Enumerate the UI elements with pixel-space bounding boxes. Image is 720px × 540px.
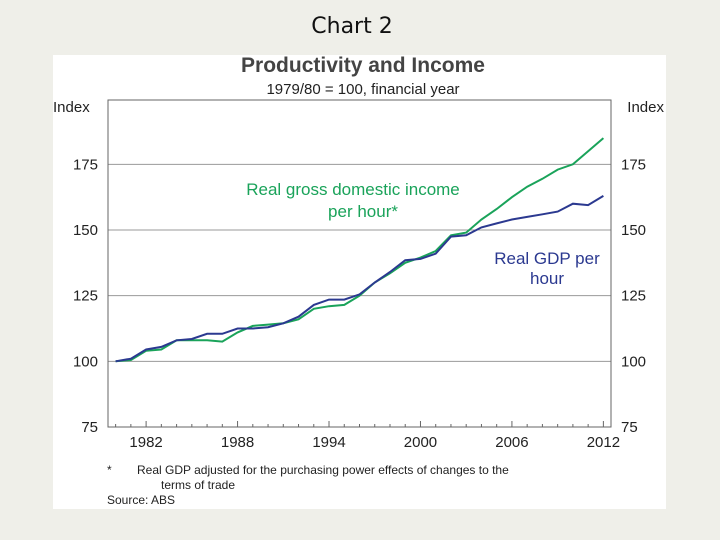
chart-panel: Productivity and Income 1979/80 = 100, f… [53,55,666,509]
footnote-source: Source: ABS [107,493,176,507]
series-label-gdp-per-hour: hour [530,269,564,288]
y-tick-label-left: 150 [73,222,98,239]
y-tick-label-right: 75 [621,419,638,436]
y-axis-label-left: Index [53,99,90,116]
y-tick-label-right: 100 [621,353,646,370]
footnote-line-2: terms of trade [161,478,236,492]
x-tick-label: 2012 [587,434,620,451]
y-tick-label-left: 175 [73,156,98,173]
series-label-gdp-per-hour: Real GDP per [494,249,600,268]
y-tick-label-right: 125 [621,288,646,305]
chart-title: Productivity and Income [241,55,485,77]
series-label-gdi-per-hour: per hour* [328,202,398,221]
x-tick-label: 1988 [221,434,254,451]
x-tick-label: 1982 [129,434,162,451]
series-line-gdi-per-hour [115,137,605,363]
y-tick-label-left: 100 [73,353,98,370]
chart-footnote: * Real GDP adjusted for the purchasing po… [53,463,653,508]
footnote-marker: * [107,463,112,477]
y-axis-label-right: Index [627,99,664,116]
x-tick-label: 2000 [404,434,437,451]
y-tick-label-right: 150 [621,222,646,239]
y-tick-label-left: 75 [81,419,98,436]
y-tick-label-left: 125 [73,288,98,305]
productivity-income-chart: Productivity and Income 1979/80 = 100, f… [53,55,664,451]
x-tick-label: 2006 [495,434,528,451]
chart-subtitle: 1979/80 = 100, financial year [266,81,459,98]
series-line-gdp-per-hour [115,195,604,363]
x-tick-label: 1994 [312,434,345,451]
series-label-gdi-per-hour: Real gross domestic income [246,180,460,199]
y-tick-label-right: 175 [621,156,646,173]
footnote-line-1: Real GDP adjusted for the purchasing pow… [137,463,509,477]
slide-title: Chart 2 [311,14,393,39]
